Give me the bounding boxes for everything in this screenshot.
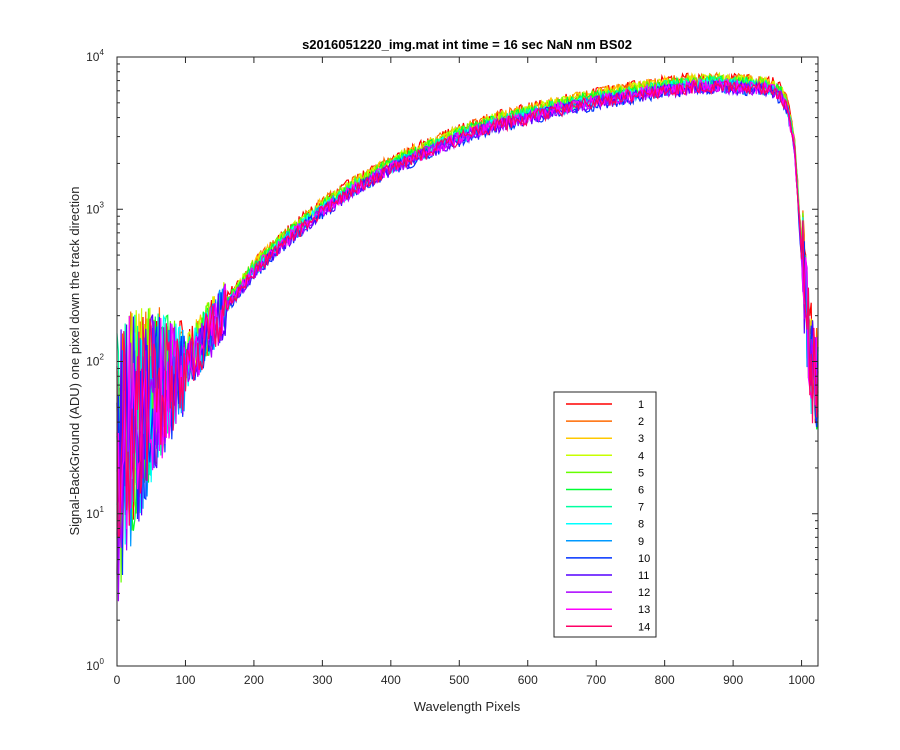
legend-label-3: 3: [638, 433, 644, 445]
legend-label-6: 6: [638, 485, 644, 497]
chart-title: s2016051220_img.mat int time = 16 sec Na…: [302, 37, 632, 52]
x-axis-ticks: 0 100 200 300 400 500 600 700 800 900 1000: [114, 57, 815, 687]
x-axis-label: Wavelength Pixels: [414, 699, 521, 714]
legend-label-13: 13: [638, 604, 650, 616]
x-tick-label: 600: [518, 673, 538, 687]
x-tick-label: 700: [586, 673, 606, 687]
x-tick-label: 500: [449, 673, 469, 687]
legend-label-11: 11: [638, 570, 649, 582]
legend-box: [553, 391, 657, 638]
series-line-13: [116, 77, 819, 535]
y-tick-label: 104: [86, 48, 104, 64]
legend-label-2: 2: [638, 416, 644, 428]
x-tick-label: 0: [114, 673, 121, 687]
legend-label-8: 8: [638, 519, 644, 531]
x-tick-label: 400: [381, 673, 401, 687]
legend-label-1: 1: [638, 399, 644, 411]
y-tick-label: 100: [86, 657, 104, 673]
x-tick-label: 900: [723, 673, 743, 687]
y-tick-label: 102: [86, 353, 104, 369]
x-tick-label: 1000: [788, 673, 815, 687]
y-tick-label: 103: [86, 200, 104, 216]
legend-label-14: 14: [638, 621, 650, 633]
legend-label-4: 4: [638, 450, 644, 462]
series-line-14: [116, 79, 819, 538]
y-axis-label: Signal-BackGround (ADU) one pixel down t…: [67, 186, 82, 535]
x-tick-label: 300: [312, 673, 332, 687]
x-tick-label: 200: [244, 673, 264, 687]
plot-area: [117, 57, 818, 666]
legend-label-9: 9: [638, 536, 644, 548]
x-tick-label: 800: [655, 673, 675, 687]
x-tick-label: 100: [175, 673, 195, 687]
legend-label-10: 10: [638, 553, 650, 565]
legend-label-5: 5: [638, 467, 644, 479]
legend-label-12: 12: [638, 587, 650, 599]
y-tick-label: 101: [86, 505, 104, 521]
legend-label-7: 7: [638, 502, 644, 514]
series-layer: [116, 71, 819, 602]
